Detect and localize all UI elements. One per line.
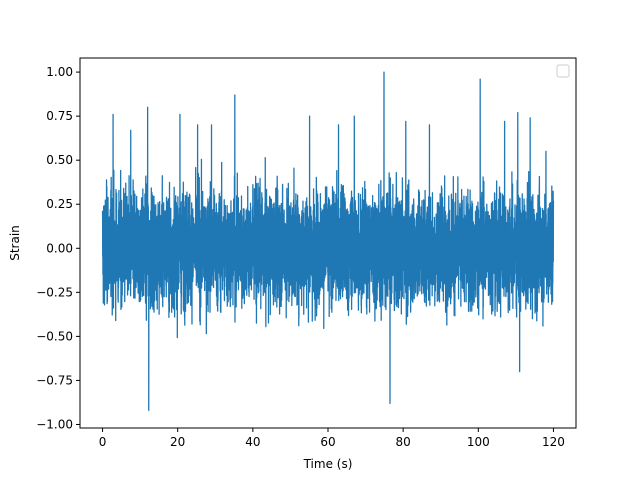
x-tick-label: 60 [320, 435, 335, 449]
x-axis-label: Time (s) [303, 457, 353, 471]
y-tick-label: −0.75 [36, 373, 73, 387]
x-axis-ticks: 0 20 40 60 80 100 120 [99, 428, 565, 449]
y-tick-label: 1.00 [46, 65, 73, 79]
y-tick-label: 0.75 [46, 109, 73, 123]
y-tick-label: −1.00 [36, 417, 73, 431]
signal-layer [101, 71, 555, 412]
legend-box [556, 64, 570, 78]
x-tick-label: 20 [170, 435, 185, 449]
x-tick-label: 120 [542, 435, 565, 449]
y-axis-label: Strain [8, 225, 22, 261]
y-tick-label: 0.00 [46, 241, 73, 255]
strain-series-line [101, 71, 555, 412]
x-tick-label: 80 [396, 435, 411, 449]
y-tick-label: −0.50 [36, 329, 73, 343]
y-tick-label: 0.50 [46, 153, 73, 167]
x-tick-label: 0 [99, 435, 107, 449]
y-tick-label: −0.25 [36, 285, 73, 299]
x-tick-label: 40 [245, 435, 260, 449]
x-tick-label: 100 [467, 435, 490, 449]
y-axis-ticks: −1.00 −0.75 −0.50 −0.25 0.00 0.25 0.50 0.75 1.00 [36, 65, 80, 431]
y-tick-label: 0.25 [46, 197, 73, 211]
